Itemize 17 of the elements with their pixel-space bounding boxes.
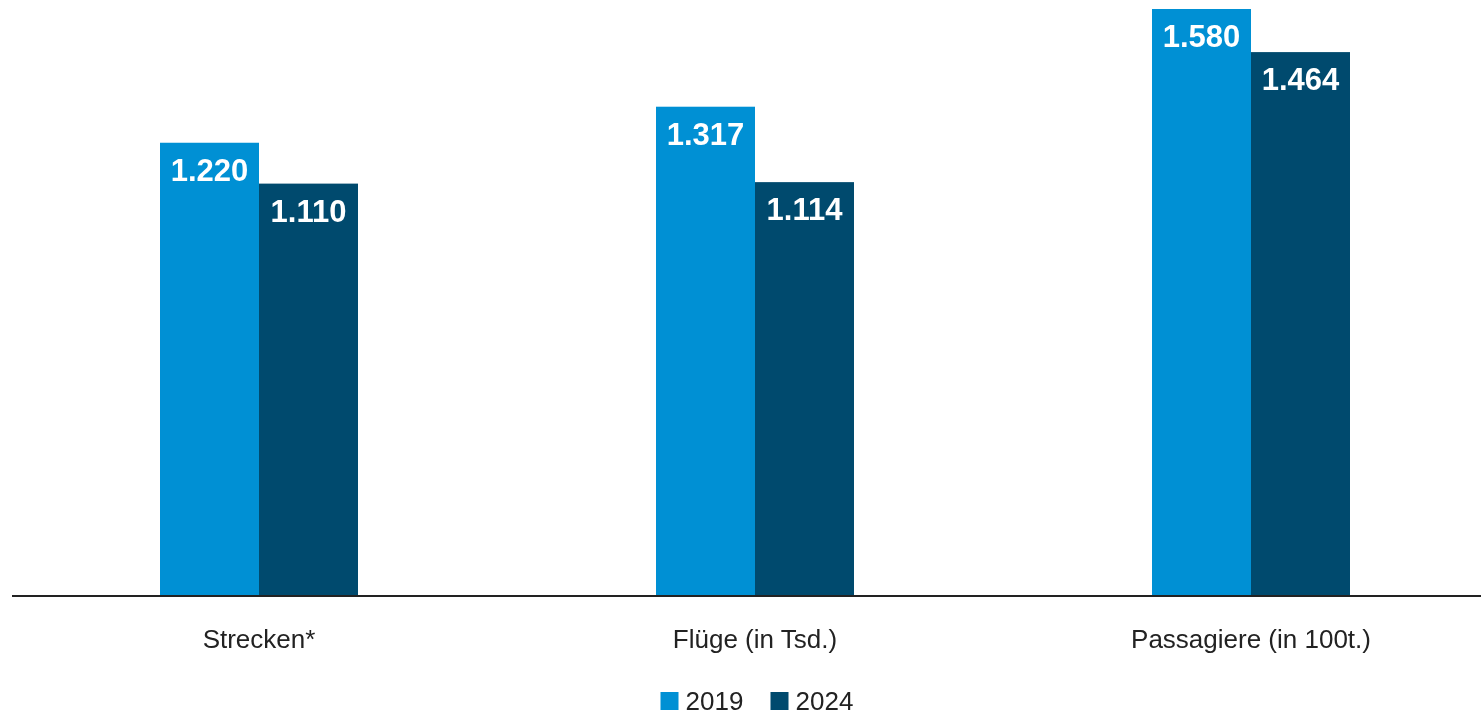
data-label: 1.317 [666, 116, 745, 152]
legend-label: 2019 [685, 686, 744, 714]
x-tick-label: Strecken* [202, 624, 316, 654]
bar [1251, 52, 1350, 596]
bar [160, 142, 259, 596]
data-label: 1.114 [766, 192, 844, 228]
bar [656, 106, 755, 596]
data-label: 1.580 [1162, 19, 1241, 54]
bar [755, 182, 854, 596]
data-label: 1.220 [170, 152, 249, 188]
data-label: 1.110 [270, 193, 347, 229]
x-tick-label: Passagiere (in 100t.) [1131, 624, 1371, 654]
x-tick-label: Flüge (in Tsd.) [672, 624, 838, 654]
legend-label: 2024 [795, 686, 854, 714]
bar [259, 183, 358, 596]
data-label: 1.464 [1261, 62, 1341, 98]
bar [1152, 9, 1251, 596]
